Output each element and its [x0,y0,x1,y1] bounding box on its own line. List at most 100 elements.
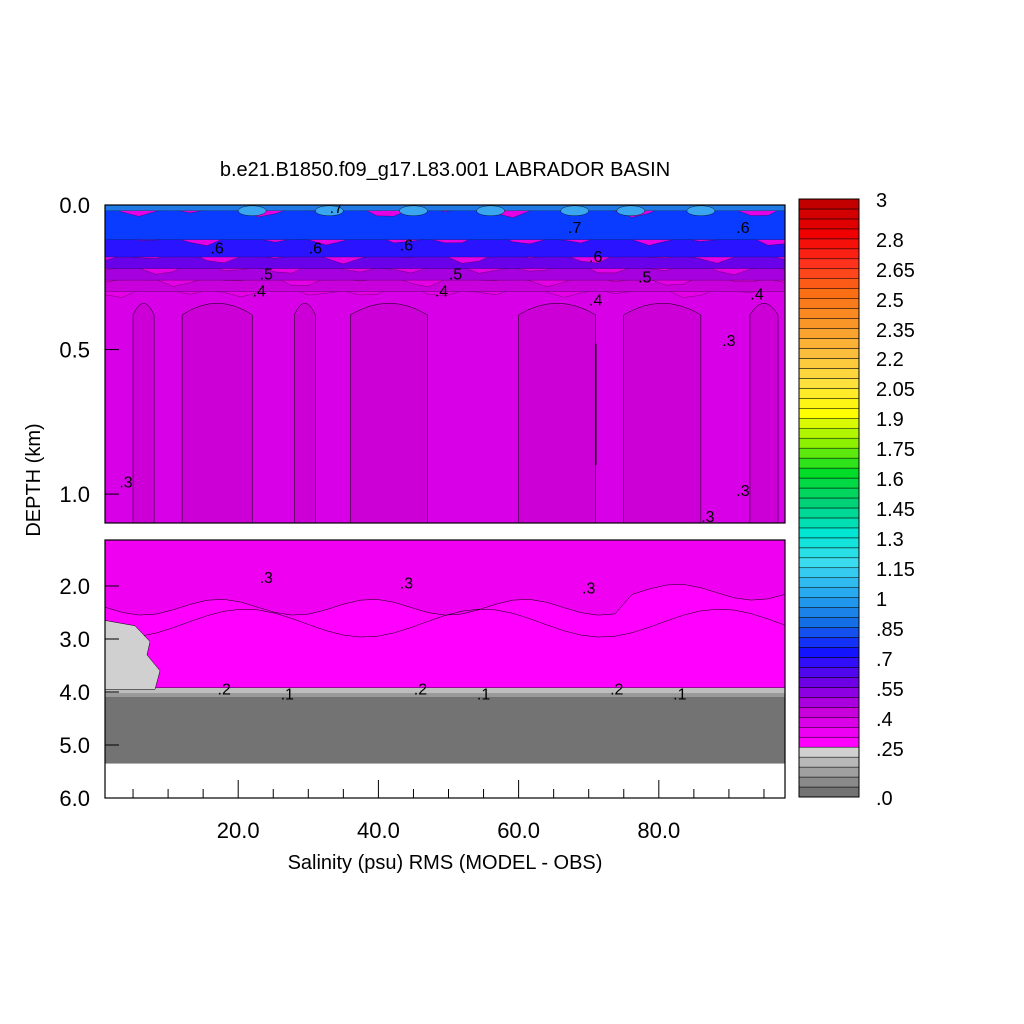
contour-label: .4 [253,284,266,301]
colorbar-frame [798,198,860,798]
y-tick-label: 1.0 [59,482,90,507]
colorbar-segment [798,437,860,449]
deep-plume [623,303,702,523]
colorbar-label: 2.2 [876,349,904,371]
contour-label: .1 [477,687,490,704]
colorbar-segment [798,328,860,339]
colorbar-segment [798,707,860,718]
x-tick-label: 40.0 [357,818,400,843]
colorbar-segment [798,368,860,379]
contour-label: .6 [736,220,749,237]
seafloor [105,697,785,764]
colorbar-label: .25 [876,739,904,761]
contour-label: .1 [673,687,686,704]
lower-field: .3 .3 .3 .2 .2 .2 .1 .1 .1 [105,540,785,798]
contour-label: .2 [218,681,231,698]
colorbar-label: 1 [876,589,887,611]
colorbar-segment [798,408,860,419]
colorbar-label: .7 [876,649,893,671]
colorbar-segment [798,537,860,549]
colorbar-label: 1.45 [876,499,915,521]
land-mask [105,620,161,690]
colorbar-label: 1.6 [876,469,904,491]
lower-frame [104,539,786,799]
surface-patch [238,205,267,216]
contour-label: .3 [722,333,735,350]
colorbar-label: 2.8 [876,230,904,252]
lower-panel: .3 .3 .3 .2 .2 .2 .1 .1 .1 [104,539,786,799]
contour-label: .4 [435,284,448,301]
field-band [105,205,785,211]
contour-label: .3 [582,581,595,598]
y-axis-title: DEPTH (km) [23,423,45,536]
colorbar-segment [798,746,860,758]
colorbar-segment [798,427,860,439]
contour-label: .6 [400,237,413,254]
y-tick-label: 0.5 [59,338,90,363]
upper-frame [104,204,786,524]
contour-label: .6 [589,249,602,266]
deep-plume [294,303,316,523]
colorbar-segment [798,358,860,369]
deep-plume [518,303,596,523]
colorbar-segment [798,248,860,260]
x-tick-label: 60.0 [497,818,540,843]
chart-title: b.e21.B1850.f09_g17.L83.001 LABRADOR BAS… [220,159,670,181]
colorbar-segment [798,557,860,569]
contour-label: .5 [449,266,462,283]
colorbar-segment [798,418,860,429]
colorbar-segment [798,517,860,529]
surface-patch [560,205,589,216]
colorbar-label: 1.3 [876,529,904,551]
deep-plume [181,303,253,523]
y-axis: 0.0 0.5 1.0 2.0 3.0 4.0 5.0 6.0 [59,193,119,811]
colorbar-segment [798,487,860,499]
colorbar-label: 3 [876,190,887,212]
x-tick-label: 80.0 [637,818,680,843]
colorbar-segment [798,667,860,678]
colorbar-segment [798,507,860,519]
contour-label: .3 [400,575,413,592]
x-tick-label: 20.0 [217,818,260,843]
colorbar-segment [798,687,860,698]
colorbar-label: 2.65 [876,260,915,282]
colorbar-segment [798,378,860,389]
colorbar-segment [798,587,860,598]
surface-patch [476,205,505,216]
contour-label: .3 [119,475,132,492]
colorbar-label: .0 [876,788,893,810]
contour-label: .4 [589,292,602,309]
colorbar-segment [798,627,860,638]
colorbar-segment [798,447,860,459]
colorbar-segment [798,467,860,479]
colorbar-segment [798,567,860,578]
colorbar-segment [798,318,860,329]
deep-plume [350,303,428,523]
colorbar-segment [798,278,860,289]
bottom-band [105,693,785,698]
deep-plume [132,303,155,523]
colorbar-segment [798,398,860,409]
contour-label: .3 [260,570,273,587]
colorbar-segment [798,647,860,658]
field-band [105,261,785,281]
x-axis-title: Salinity (psu) RMS (MODEL - OBS) [288,852,603,874]
colorbar-segment [798,218,860,230]
x-axis: 20.0 40.0 60.0 80.0 [132,780,765,843]
y-tick-label: 2.0 [59,574,90,599]
colorbar-label: 1.15 [876,559,915,581]
colorbar-segment [798,717,860,728]
colorbar-segment [798,736,860,748]
colorbar-label: 2.35 [876,320,915,342]
contour-label: .5 [638,269,651,286]
y-tick-label: 3.0 [59,627,90,652]
y-tick-label: 5.0 [59,733,90,758]
colorbar-segment [798,497,860,509]
colorbar-segment [798,338,860,349]
surface-patch [315,205,344,216]
contour-label: .5 [260,266,273,283]
colorbar-label: .85 [876,619,904,641]
colorbar-segment [798,208,860,220]
contour-line [105,608,785,638]
